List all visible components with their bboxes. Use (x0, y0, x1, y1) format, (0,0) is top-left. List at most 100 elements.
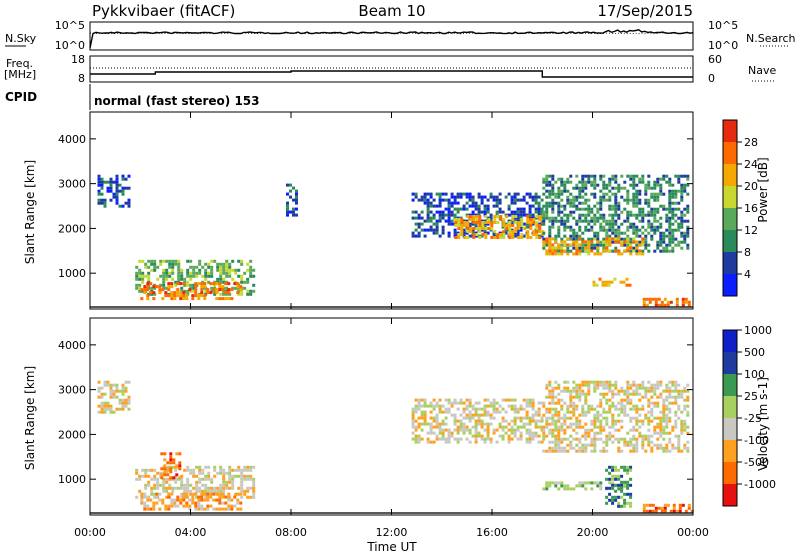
heat-cell (502, 233, 506, 236)
heat-cell (635, 204, 639, 208)
heat-cell (681, 300, 685, 304)
heat-cell (109, 177, 113, 181)
heat-cell (626, 225, 630, 229)
heat-cell (602, 380, 606, 384)
heat-cell (560, 437, 564, 441)
heat-cell (192, 283, 196, 287)
heat-cell (204, 277, 208, 281)
heat-cell (207, 477, 211, 481)
heat-cell (674, 207, 678, 211)
heat-cell (581, 183, 585, 187)
heat-cell (560, 246, 564, 250)
heat-cell (620, 222, 624, 226)
heat-cell (127, 395, 131, 399)
heat-cell (121, 383, 125, 387)
heat-cell (545, 249, 549, 253)
heat-cell (596, 240, 600, 244)
heat-cell (465, 195, 469, 199)
heat-cell (507, 207, 511, 211)
heat-cell (141, 271, 145, 275)
heat-cell (626, 386, 630, 390)
heat-cell (545, 177, 549, 181)
heat-cell (224, 501, 228, 505)
heat-cell (227, 507, 231, 511)
heat-cell (480, 234, 484, 238)
heat-cell (215, 291, 219, 295)
heat-cell (477, 192, 481, 196)
heat-cell (656, 210, 660, 214)
heat-cell (668, 219, 672, 223)
heat-cell (252, 477, 256, 481)
heat-cell (222, 486, 226, 490)
heat-cell (528, 195, 532, 199)
heat-cell (566, 443, 570, 447)
heat-cell (483, 413, 487, 417)
heat-cell (112, 395, 116, 399)
heat-cell (581, 219, 585, 223)
heat-cell (662, 437, 666, 441)
heat-cell (629, 401, 633, 405)
heat-cell (286, 192, 289, 196)
heat-cell (604, 283, 608, 287)
heat-cell (528, 428, 532, 432)
heat-cell (650, 389, 654, 393)
heat-cell (246, 474, 250, 478)
heat-cell (474, 401, 478, 405)
heat-cell (200, 495, 204, 499)
heat-cell (411, 198, 415, 202)
heat-cell (459, 419, 463, 423)
heat-cell (411, 413, 415, 417)
heat-cell (162, 480, 166, 484)
heat-cell (587, 434, 591, 438)
heat-cell (240, 292, 244, 296)
heat-cell (97, 380, 101, 384)
heat-cell (471, 201, 475, 205)
heat-cell (608, 492, 612, 496)
heat-cell (608, 234, 612, 238)
heat-cell (435, 401, 439, 405)
heat-cell (620, 174, 624, 178)
heat-cell (614, 207, 618, 211)
heat-cell (663, 506, 667, 510)
heat-cell (163, 458, 167, 462)
heat-cell (140, 492, 144, 496)
heat-cell (587, 207, 591, 211)
heat-cell (462, 410, 466, 414)
heat-cell (632, 446, 636, 450)
heat-cell (498, 201, 502, 205)
heat-cell (665, 234, 669, 238)
heat-cell (468, 404, 472, 408)
heat-cell (230, 288, 234, 292)
heat-cell (599, 213, 603, 217)
heat-cell (135, 265, 139, 269)
heat-cell (611, 389, 615, 393)
heat-cell (662, 419, 666, 423)
heat-cell (172, 458, 176, 462)
heat-cell (417, 416, 421, 420)
heat-cell (578, 216, 582, 220)
heat-cell (641, 207, 645, 211)
heat-cell (529, 236, 533, 239)
heat-cell (165, 489, 169, 493)
heat-cell (489, 416, 493, 420)
heat-cell (224, 495, 228, 499)
heat-cell (656, 198, 660, 202)
heat-cell (563, 449, 567, 453)
heat-cell (642, 506, 646, 510)
heat-cell (593, 389, 597, 393)
heat-cell (638, 413, 642, 417)
heat-cell (103, 401, 107, 405)
heat-cell (684, 297, 688, 301)
heat-cell (626, 380, 630, 384)
heat-cell (623, 389, 627, 393)
heat-cell (169, 458, 173, 462)
heat-cell (584, 198, 588, 202)
colorbar-tick-label: 24 (744, 158, 758, 171)
heat-cell (659, 225, 663, 229)
heat-cell (423, 219, 427, 223)
heat-cell (683, 237, 687, 241)
heat-cell (593, 434, 597, 438)
heat-cell (198, 480, 202, 484)
heat-cell (590, 225, 594, 229)
heat-cell (623, 410, 627, 414)
